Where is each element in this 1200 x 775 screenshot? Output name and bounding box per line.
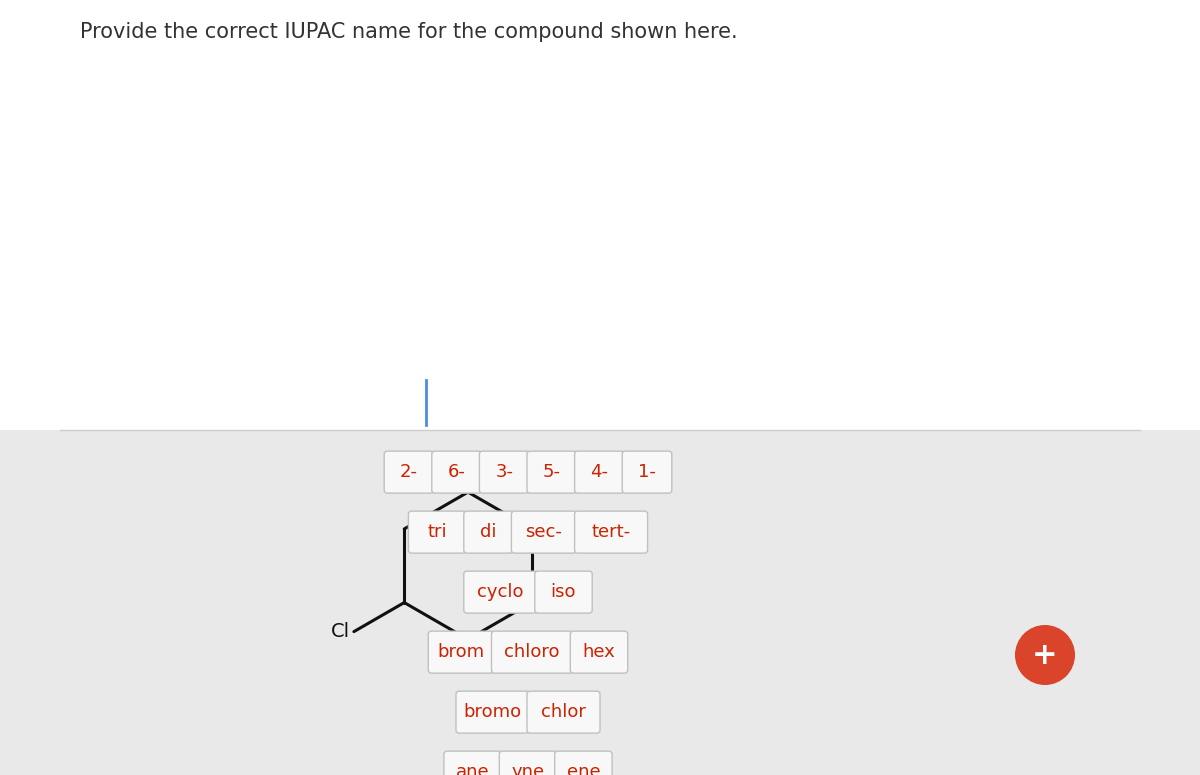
Text: bromo: bromo [463,703,522,721]
Text: 5-: 5- [542,463,560,481]
Circle shape [1015,625,1075,685]
Text: ene: ene [566,763,600,775]
FancyBboxPatch shape [527,451,577,493]
Text: Provide the correct IUPAC name for the compound shown here.: Provide the correct IUPAC name for the c… [80,22,738,42]
Text: 3-: 3- [496,463,514,481]
FancyBboxPatch shape [456,691,529,733]
Text: tert-: tert- [592,523,631,541]
Text: 2-: 2- [400,463,418,481]
FancyBboxPatch shape [463,571,536,613]
FancyBboxPatch shape [535,571,593,613]
Bar [0,0,1200,430]
Text: di: di [480,523,497,541]
Text: chloro: chloro [504,643,559,661]
FancyBboxPatch shape [511,512,577,553]
FancyBboxPatch shape [554,751,612,775]
Text: brom: brom [437,643,485,661]
Text: sec-: sec- [526,523,563,541]
FancyBboxPatch shape [384,451,434,493]
Text: +: + [1032,640,1058,670]
FancyBboxPatch shape [408,512,466,553]
FancyBboxPatch shape [463,512,514,553]
FancyBboxPatch shape [575,512,648,553]
Text: yne: yne [511,763,545,775]
Text: tri: tri [427,523,446,541]
FancyBboxPatch shape [428,631,493,673]
Text: 1-: 1- [638,463,656,481]
Text: iso: iso [551,583,576,601]
Text: cyclo: cyclo [478,583,523,601]
FancyBboxPatch shape [570,631,628,673]
FancyBboxPatch shape [444,751,502,775]
FancyBboxPatch shape [575,451,624,493]
Text: ane: ane [456,763,490,775]
Text: 6-: 6- [448,463,466,481]
Bar [0,430,1200,775]
Text: Cl: Cl [331,622,350,641]
Text: hex: hex [583,643,616,661]
FancyBboxPatch shape [480,451,529,493]
FancyBboxPatch shape [432,451,481,493]
FancyBboxPatch shape [527,691,600,733]
Text: chlor: chlor [541,703,586,721]
FancyBboxPatch shape [623,451,672,493]
FancyBboxPatch shape [499,751,557,775]
Text: 4-: 4- [590,463,608,481]
FancyBboxPatch shape [492,631,572,673]
